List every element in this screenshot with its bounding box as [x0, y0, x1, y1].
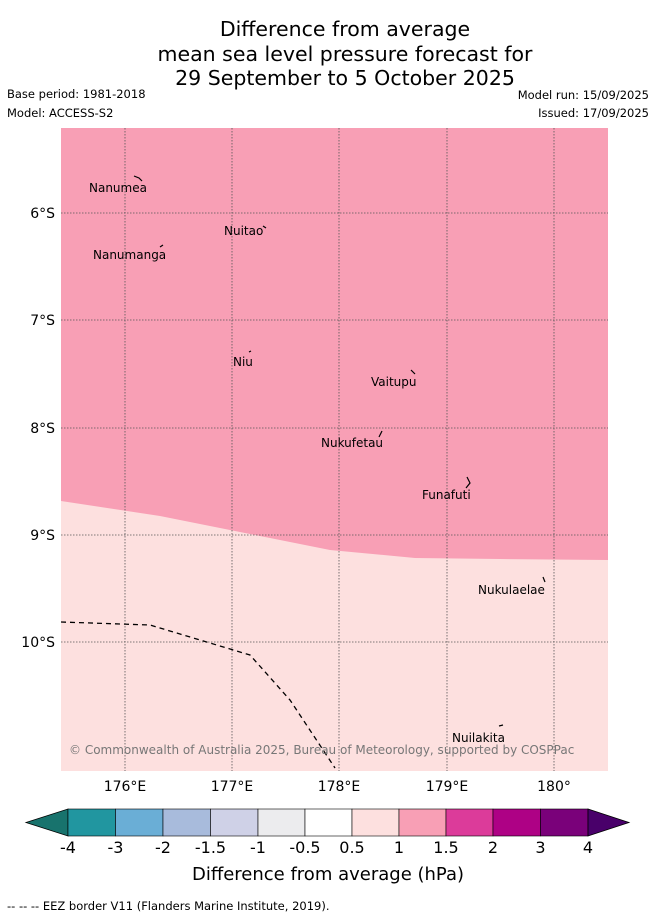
vaitupu-island	[410, 369, 416, 375]
cb-label-3: -2	[155, 838, 171, 857]
colorbar-title: Difference from average (hPa)	[192, 864, 464, 885]
nukufetau-island	[378, 430, 383, 438]
place-label-nanumanga: Nanumanga	[93, 248, 166, 262]
lon-label-176e: 176°E	[104, 779, 147, 795]
colorbar-bin	[210, 808, 259, 837]
cb-label-1: -4	[60, 838, 76, 857]
lon-label-179e: 179°E	[426, 779, 469, 795]
place-label-nukulaelae: Nukulaelae	[478, 583, 545, 597]
colorbar-bin	[445, 808, 494, 837]
nanumanga-island	[159, 244, 164, 248]
eez-border	[61, 621, 336, 769]
base-period-text: Base period: 1981-2018	[7, 87, 146, 101]
colorbar-bin	[67, 808, 116, 837]
lat-label-6s: 6°S	[30, 206, 55, 222]
island-outlines	[133, 175, 546, 727]
nukulaelae-island	[542, 576, 546, 583]
nuilakita-island	[498, 724, 504, 727]
place-label-vaitupu: Vaitupu	[371, 375, 417, 389]
lon-label-178e: 178°E	[318, 779, 361, 795]
colorbar-high-extension	[587, 808, 631, 837]
lat-label-10s: 10°S	[21, 635, 55, 651]
cb-label-8: 1	[394, 838, 404, 857]
model-run-text: Model run: 15/09/2025	[517, 88, 649, 102]
cb-label-9: 1.5	[433, 838, 458, 857]
place-label-niu: Niu	[233, 355, 253, 369]
colorbar-bin	[351, 808, 400, 837]
colorbar-low-extension	[24, 808, 69, 837]
place-label-nuitao: Nuitao	[224, 224, 263, 238]
graticule	[61, 128, 608, 771]
lat-label-9s: 9°S	[30, 528, 55, 544]
lat-label-7s: 7°S	[30, 313, 55, 329]
issued-text: Issued: 17/09/2025	[538, 106, 649, 120]
longitude-axis-labels: 176°E 177°E 178°E 179°E 180°	[104, 779, 571, 795]
cb-label-4: -1.5	[195, 838, 226, 857]
title-line-1: Difference from average	[219, 17, 471, 41]
latitude-axis-labels: 6°S 7°S 8°S 9°S 10°S	[21, 206, 55, 651]
colorbar-labels: -4 -3 -2 -1.5 -1 -0.5 0.5 1 1.5 2 3 4	[60, 838, 593, 857]
lat-label-8s: 8°S	[30, 421, 55, 437]
funafuti-island	[465, 476, 471, 489]
colorbar	[24, 808, 631, 837]
map-area: Nanumea Nuitao Nanumanga Niu Vaitupu Nuk…	[61, 128, 608, 771]
place-label-nuilakita: Nuilakita	[452, 731, 505, 745]
nanumea-island	[133, 175, 143, 182]
model-text: Model: ACCESS-S2	[7, 106, 114, 120]
cb-label-5: -1	[250, 838, 266, 857]
upper-anomaly-region	[61, 128, 608, 560]
cb-label-2: -3	[108, 838, 124, 857]
colorbar-bin	[492, 808, 541, 837]
title-line-3: 29 September to 5 October 2025	[175, 66, 515, 90]
eez-border-legend: -- -- -- EEZ border V11 (Flanders Marine…	[7, 899, 330, 913]
cb-label-12: 4	[583, 838, 593, 857]
cb-label-6: -0.5	[289, 838, 320, 857]
colorbar-bin	[115, 808, 164, 837]
place-label-nukufetau: Nukufetau	[321, 436, 383, 450]
lon-label-177e: 177°E	[211, 779, 254, 795]
chart-title: Difference from average mean sea level p…	[0, 17, 655, 91]
colorbar-bin	[398, 808, 447, 837]
nuitao-island	[262, 225, 267, 229]
colorbar-bin	[540, 808, 589, 837]
niu-island	[248, 350, 252, 353]
cb-label-7: 0.5	[339, 838, 364, 857]
place-label-funafuti: Funafuti	[422, 488, 471, 502]
cb-label-10: 2	[488, 838, 498, 857]
colorbar-bin	[257, 808, 306, 837]
colorbar-bin	[304, 808, 353, 837]
colorbar-bin	[162, 808, 211, 837]
lon-label-180: 180°	[537, 779, 571, 795]
title-line-2: mean sea level pressure forecast for	[157, 41, 533, 66]
copyright-credit: © Commonwealth of Australia 2025, Bureau…	[69, 743, 574, 757]
place-label-nanumea: Nanumea	[89, 181, 147, 195]
cb-label-11: 3	[535, 838, 545, 857]
